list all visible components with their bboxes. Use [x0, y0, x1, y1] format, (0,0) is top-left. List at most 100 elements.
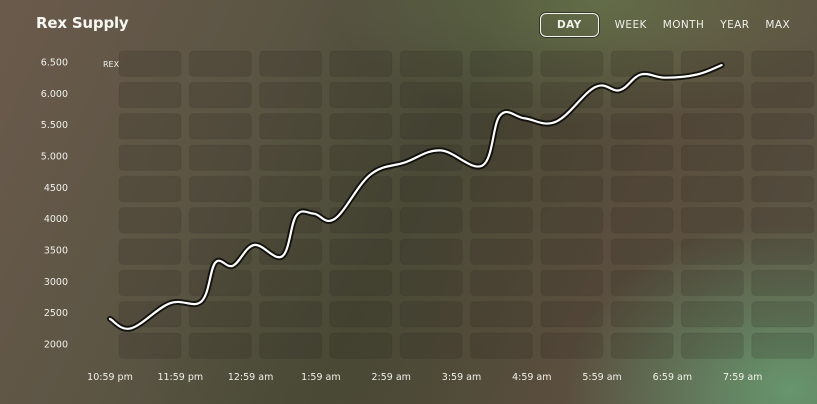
grid-cell — [751, 50, 815, 77]
grid-cell — [610, 81, 674, 109]
grid-cell — [118, 207, 182, 234]
y-tick-label: 3000 — [44, 277, 68, 288]
grid-cell — [680, 238, 744, 265]
grid-cell — [188, 207, 252, 234]
grid-cell — [118, 81, 182, 109]
y-tick-label: 2500 — [44, 308, 68, 319]
grid-cell — [680, 175, 744, 203]
grid-cell — [680, 207, 744, 234]
grid-cell — [259, 175, 323, 203]
grid-cell — [399, 269, 463, 297]
grid-cell — [470, 207, 533, 234]
range-month-button[interactable]: MONTH — [662, 19, 705, 31]
x-tick-label: 4:59 am — [512, 372, 551, 383]
grid-cell — [118, 175, 182, 203]
y-tick-label: 4000 — [44, 214, 68, 225]
grid-cell — [470, 50, 533, 77]
grid-cell — [751, 81, 815, 109]
grid-cell — [188, 113, 252, 140]
y-tick-label: 3500 — [44, 246, 68, 257]
grid-cell — [399, 50, 463, 77]
grid-cell — [540, 144, 604, 171]
grid-cell — [610, 113, 674, 140]
grid-cell — [610, 332, 674, 359]
unit-label: REX — [103, 60, 120, 69]
grid-cell — [399, 301, 463, 328]
grid-cell — [118, 144, 182, 171]
y-tick-label: 6.500 — [41, 58, 68, 69]
time-range-selector: DAY WEEK MONTH YEAR MAX — [540, 12, 798, 38]
grid-cell — [329, 238, 393, 265]
x-tick-label: 1:59 am — [301, 372, 340, 383]
grid-cell — [610, 301, 674, 328]
x-tick-label: 6:59 am — [653, 372, 692, 383]
grid-cell — [751, 301, 815, 328]
grid-cell — [470, 81, 533, 109]
x-tick-label: 11:59 pm — [157, 372, 203, 383]
grid-cell — [259, 301, 323, 328]
grid-cell — [680, 269, 744, 297]
series-layer — [107, 62, 725, 332]
grid-cell — [188, 144, 252, 171]
grid-cell — [751, 332, 815, 359]
grid-cell — [540, 207, 604, 234]
grid-cell — [540, 332, 604, 359]
grid-cell — [329, 301, 393, 328]
grid-cell — [470, 269, 533, 297]
grid-cell — [610, 144, 674, 171]
grid-cell — [680, 144, 744, 171]
range-day-button[interactable]: DAY — [540, 13, 599, 37]
y-tick-label: 5.500 — [41, 120, 68, 131]
grid-cell — [751, 238, 815, 265]
grid-cell — [680, 81, 744, 109]
grid-cell — [751, 113, 815, 140]
grid — [118, 50, 815, 359]
grid-cell — [680, 50, 744, 77]
grid-cell — [118, 332, 182, 359]
grid-cell — [118, 269, 182, 297]
grid-cell — [680, 332, 744, 359]
grid-cell — [540, 301, 604, 328]
grid-cell — [751, 207, 815, 234]
grid-cell — [610, 175, 674, 203]
grid-cell — [329, 50, 393, 77]
grid-cell — [188, 81, 252, 109]
range-week-button[interactable]: WEEK — [614, 19, 647, 31]
grid-cell — [470, 175, 533, 203]
grid-cell — [188, 269, 252, 297]
x-tick-label: 12:59 am — [228, 372, 273, 383]
y-tick-label: 2000 — [44, 340, 68, 351]
grid-cell — [259, 144, 323, 171]
grid-cell — [259, 332, 323, 359]
range-max-button[interactable]: MAX — [765, 19, 791, 31]
grid-cell — [399, 81, 463, 109]
grid-cell — [188, 332, 252, 359]
x-tick-label: 5:59 am — [582, 372, 621, 383]
grid-cell — [680, 301, 744, 328]
x-tick-label: 7:59 am — [723, 372, 762, 383]
grid-cell — [118, 238, 182, 265]
grid-cell — [329, 81, 393, 109]
grid-cell — [188, 50, 252, 77]
x-axis-ticks: 10:59 pm 11:59 pm 12:59 am 1:59 am 2:59 am 3:… — [87, 372, 762, 383]
grid-cell — [470, 301, 533, 328]
grid-cell — [399, 175, 463, 203]
grid-cell — [610, 207, 674, 234]
grid-cell — [610, 238, 674, 265]
grid-cell — [188, 175, 252, 203]
x-tick-label: 2:59 am — [371, 372, 410, 383]
grid-cell — [680, 113, 744, 140]
grid-cell — [399, 238, 463, 265]
x-tick-label: 3:59 am — [442, 372, 481, 383]
grid-cell — [118, 50, 182, 77]
grid-cell — [259, 113, 323, 140]
series-line — [108, 63, 723, 330]
grid-cell — [329, 269, 393, 297]
range-year-button[interactable]: YEAR — [720, 19, 750, 31]
grid-cell — [540, 175, 604, 203]
grid-cell — [118, 113, 182, 140]
grid-cell — [329, 113, 393, 140]
y-tick-label: 6.000 — [41, 89, 68, 100]
